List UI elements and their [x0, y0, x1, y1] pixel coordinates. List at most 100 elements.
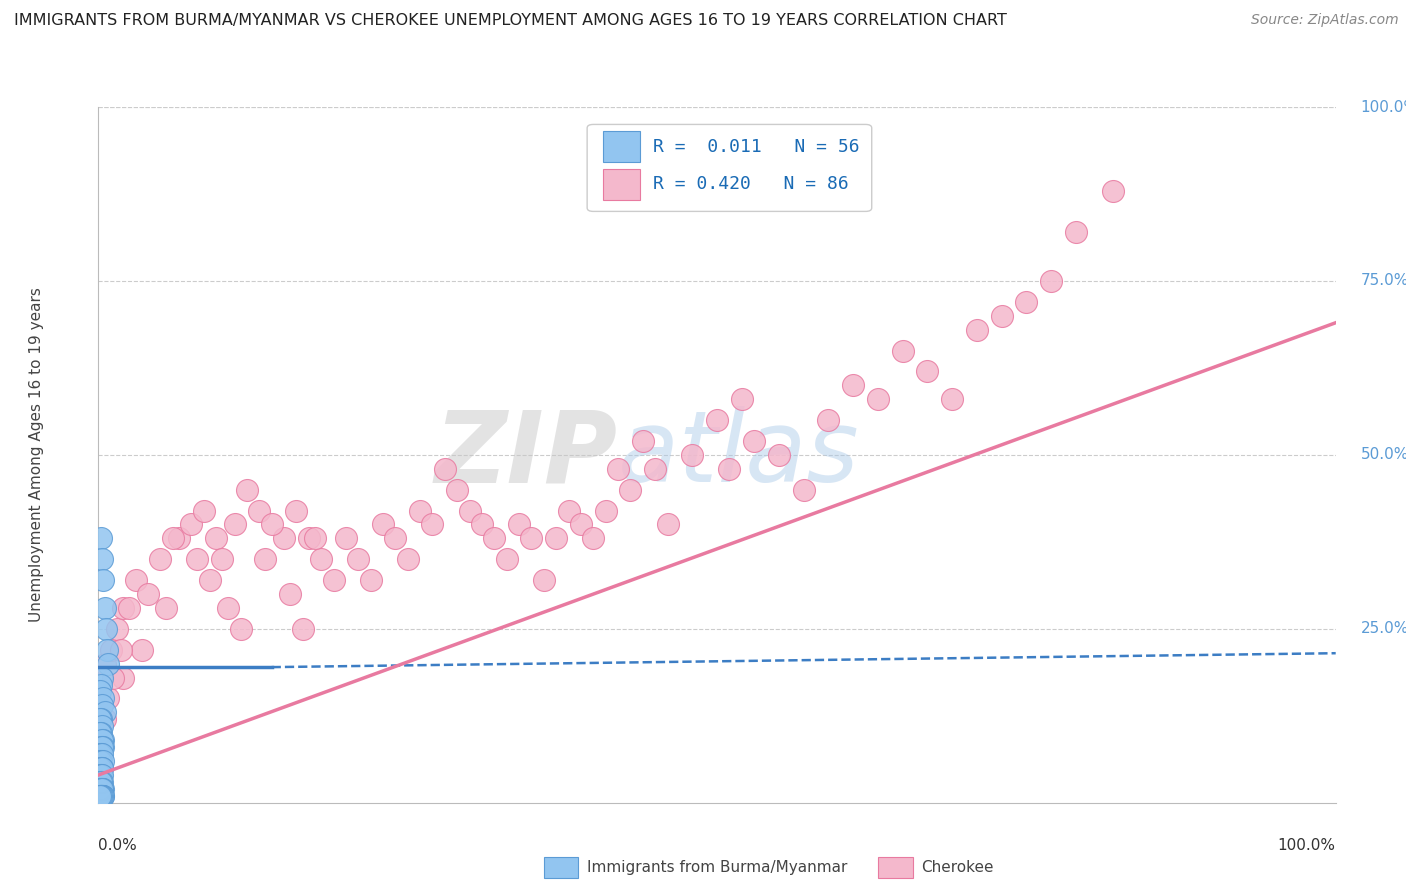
Point — [149, 552, 172, 566]
Point — [433, 462, 456, 476]
Point — [607, 462, 630, 476]
FancyBboxPatch shape — [603, 131, 640, 162]
Point — [89, 775, 111, 789]
Point — [657, 517, 679, 532]
Point — [681, 448, 703, 462]
Point — [298, 532, 321, 546]
Text: R =  0.011   N = 56: R = 0.011 N = 56 — [652, 137, 859, 156]
Point — [941, 392, 963, 407]
Point — [93, 789, 115, 803]
Point — [180, 517, 202, 532]
Point — [186, 552, 208, 566]
Point — [89, 789, 111, 803]
Point — [718, 462, 741, 476]
Point — [768, 448, 790, 462]
Point — [167, 532, 190, 546]
Point — [224, 517, 246, 532]
Point — [569, 517, 592, 532]
Point — [1064, 225, 1087, 239]
Point — [97, 657, 120, 671]
Point — [124, 573, 146, 587]
Point — [90, 712, 112, 726]
Point — [335, 532, 357, 546]
Point — [93, 601, 115, 615]
Point — [136, 587, 159, 601]
Point — [91, 781, 114, 796]
Point — [446, 483, 468, 497]
Point — [89, 747, 111, 761]
Point — [89, 712, 111, 726]
Point — [131, 642, 153, 657]
Point — [162, 532, 184, 546]
Text: Immigrants from Burma/Myanmar: Immigrants from Burma/Myanmar — [588, 860, 848, 875]
Point — [966, 323, 988, 337]
Point — [291, 622, 314, 636]
Point — [742, 434, 765, 448]
Point — [91, 552, 114, 566]
Point — [91, 747, 114, 761]
Point — [91, 768, 114, 782]
Point — [93, 733, 115, 747]
Point — [112, 601, 135, 615]
Point — [93, 573, 115, 587]
Point — [495, 552, 517, 566]
Point — [193, 503, 215, 517]
Point — [89, 726, 111, 740]
Point — [396, 552, 419, 566]
Point — [90, 789, 112, 803]
Point — [1015, 294, 1038, 309]
Point — [89, 754, 111, 768]
Point — [1102, 184, 1125, 198]
Point — [198, 573, 221, 587]
Point — [891, 343, 914, 358]
Point — [278, 587, 301, 601]
Point — [89, 781, 111, 796]
Point — [236, 483, 259, 497]
Point — [254, 552, 277, 566]
Point — [90, 789, 112, 803]
Point — [866, 392, 889, 407]
Point — [273, 532, 295, 546]
Point — [217, 601, 239, 615]
Point — [546, 532, 568, 546]
Point — [93, 781, 115, 796]
Point — [89, 789, 111, 803]
Point — [90, 532, 112, 546]
Point — [91, 698, 114, 713]
Point — [90, 789, 112, 803]
Point — [91, 775, 114, 789]
FancyBboxPatch shape — [877, 857, 912, 878]
Point — [422, 517, 444, 532]
Point — [93, 754, 115, 768]
Point — [155, 601, 177, 615]
Point — [90, 754, 112, 768]
Text: 100.0%: 100.0% — [1361, 100, 1406, 114]
Text: 50.0%: 50.0% — [1361, 448, 1406, 462]
Point — [93, 740, 115, 755]
Point — [484, 532, 506, 546]
Point — [520, 532, 543, 546]
Point — [90, 726, 112, 740]
Point — [304, 532, 326, 546]
Point — [384, 532, 406, 546]
Text: R = 0.420   N = 86: R = 0.420 N = 86 — [652, 175, 848, 194]
Text: ZIP: ZIP — [434, 407, 619, 503]
Text: Unemployment Among Ages 16 to 19 years: Unemployment Among Ages 16 to 19 years — [30, 287, 44, 623]
Point — [731, 392, 754, 407]
Point — [89, 768, 111, 782]
Point — [103, 671, 125, 685]
Point — [205, 532, 228, 546]
Point — [360, 573, 382, 587]
Point — [91, 781, 114, 796]
Point — [285, 503, 308, 517]
Point — [409, 503, 432, 517]
Point — [97, 691, 120, 706]
Text: 75.0%: 75.0% — [1361, 274, 1406, 288]
Point — [93, 712, 115, 726]
FancyBboxPatch shape — [544, 857, 578, 878]
Point — [706, 413, 728, 427]
Point — [91, 719, 114, 733]
Point — [260, 517, 283, 532]
Point — [1040, 274, 1063, 288]
Text: 100.0%: 100.0% — [1278, 838, 1336, 853]
